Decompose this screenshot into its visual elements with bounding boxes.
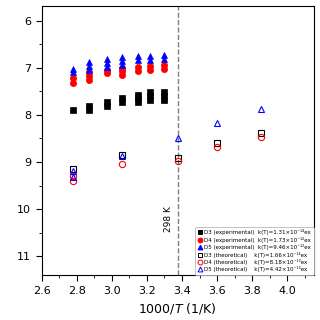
X-axis label: 1000/$\it{T}$ (1/K): 1000/$\it{T}$ (1/K) [138,301,217,316]
Legend: D3 (experimental)  k(T)=1.31×10⁻¹⁴ex, D4 (experimental)  k(T)=1.73×10⁻¹²ex, D5 (: D3 (experimental) k(T)=1.31×10⁻¹⁴ex, D4 … [195,227,314,275]
Text: 298 K: 298 K [164,206,173,232]
